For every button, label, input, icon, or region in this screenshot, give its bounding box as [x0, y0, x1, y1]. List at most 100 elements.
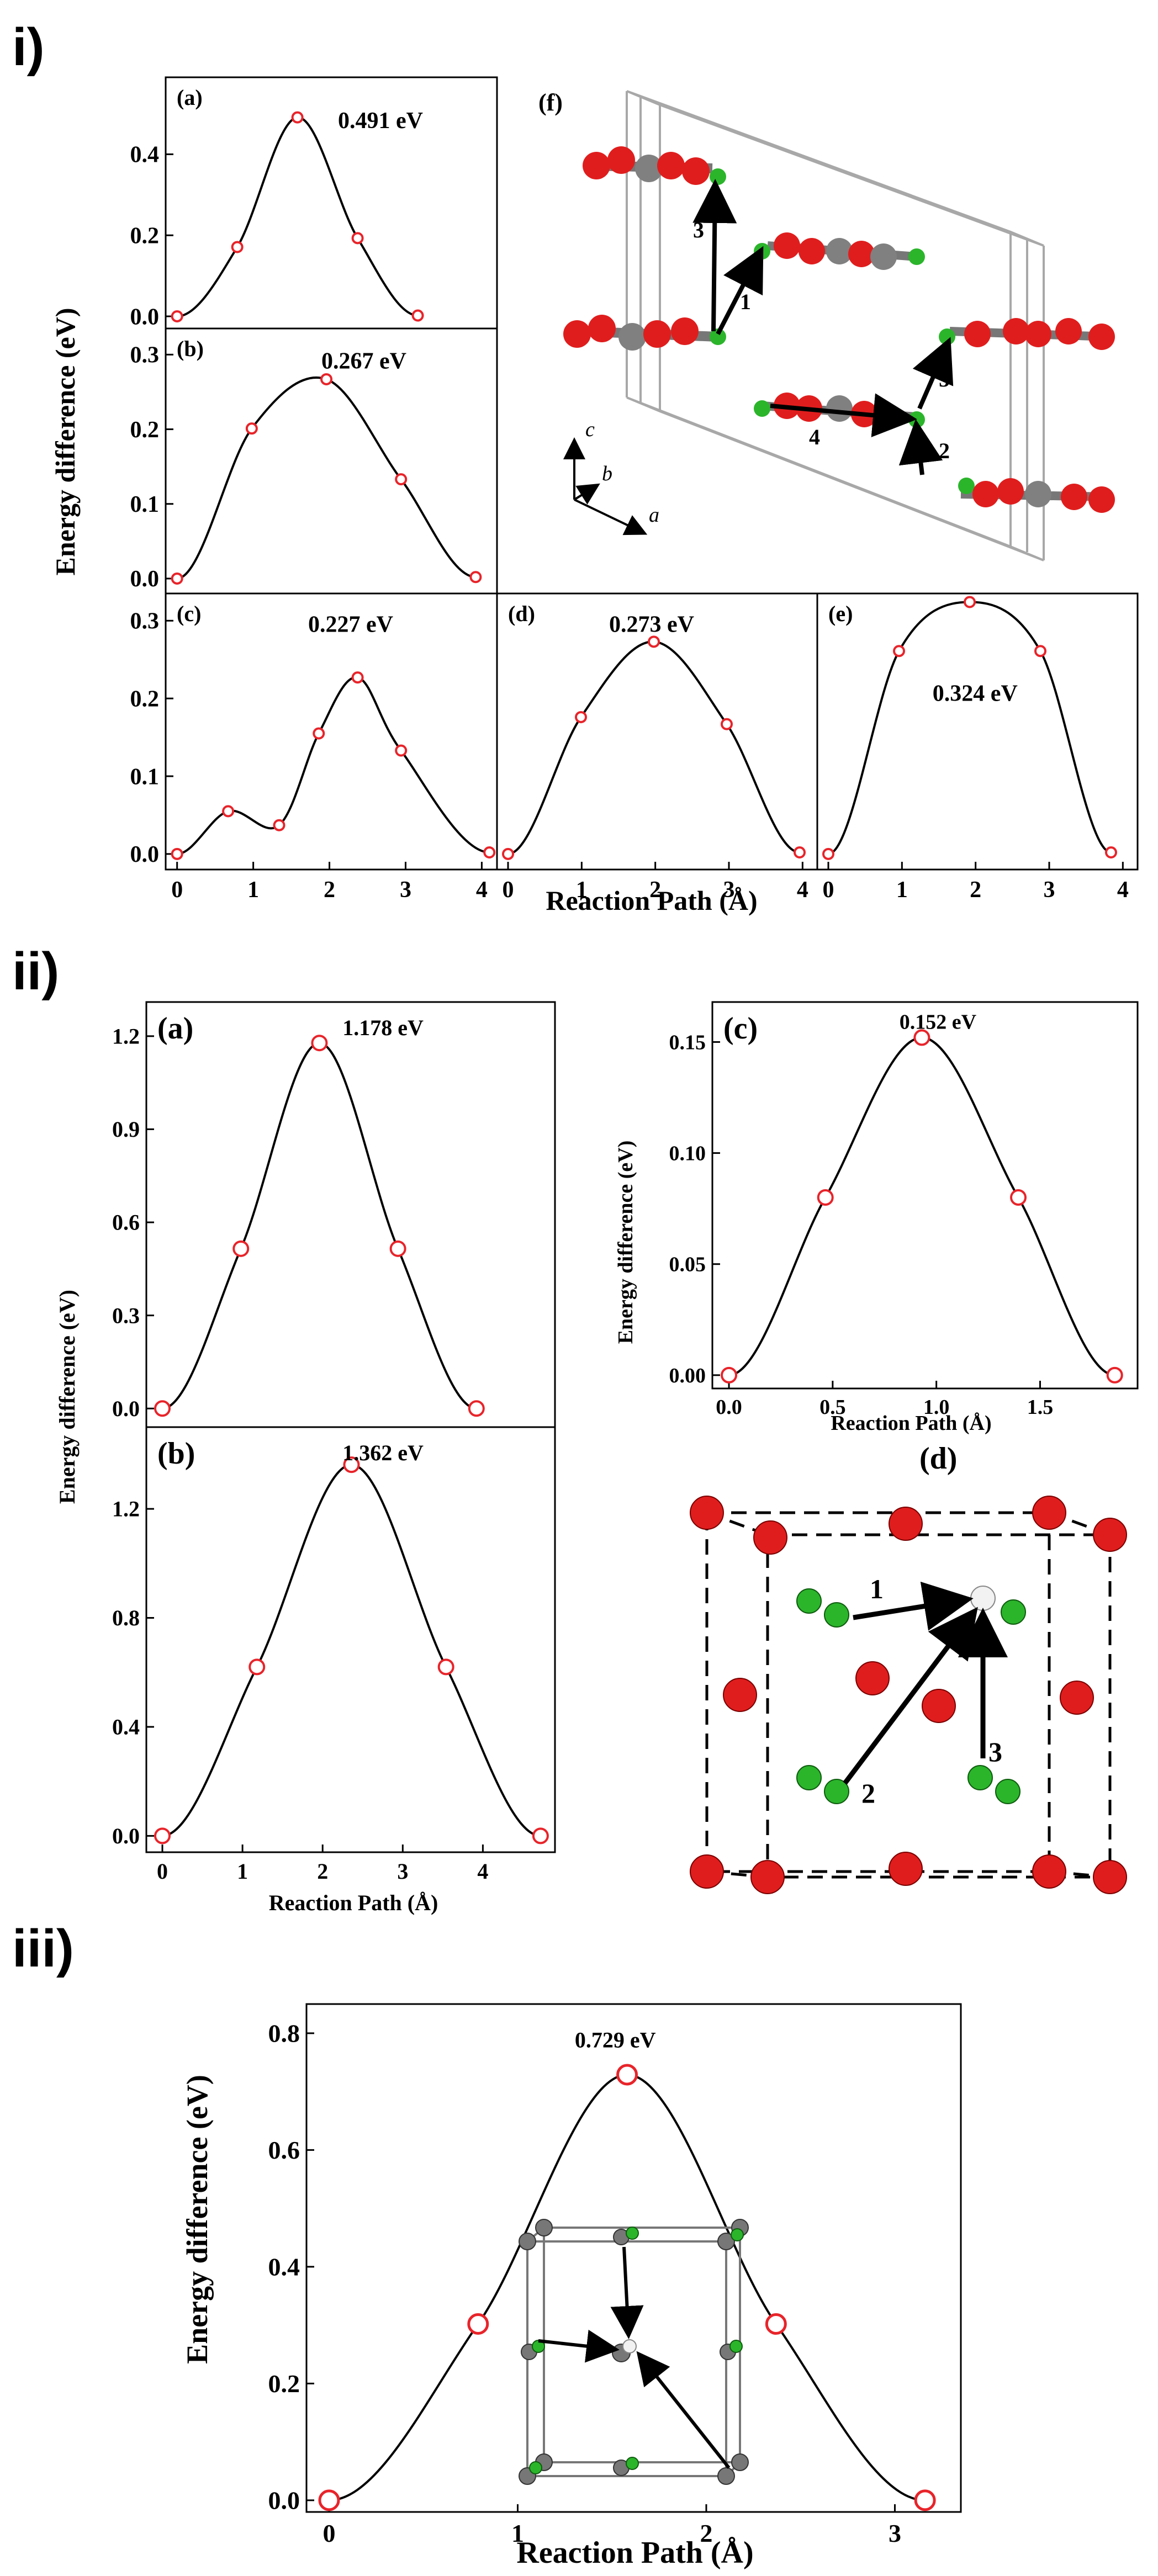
data-point — [469, 571, 482, 584]
oxygen-atom — [1032, 1854, 1066, 1889]
y-tick-label: 0.3 — [130, 343, 160, 368]
y-tick-label: 0.6 — [112, 1210, 140, 1235]
iii-ylabel: Energy difference (eV) — [181, 2075, 214, 2364]
data-point — [320, 373, 333, 385]
x-tick-label: 2 — [649, 877, 661, 903]
chlorine-atom — [908, 411, 925, 428]
structure-f: (f) — [538, 89, 1115, 561]
data-point — [171, 310, 183, 322]
path-label-3: 3 — [988, 1736, 1002, 1767]
x-tick-label: 0 — [503, 877, 514, 903]
chlorine-atom — [729, 2340, 743, 2353]
inset-chlorine-atoms — [529, 2227, 744, 2474]
chart-iii: 0.0 0.2 0.4 0.6 0.8 0 1 2 3 0.729 eV — [268, 2003, 962, 2547]
oxygen-atom — [1003, 318, 1029, 344]
oxygen-atom — [972, 481, 999, 507]
data-point — [232, 1240, 250, 1257]
x-tick-label: 1 — [237, 1859, 248, 1884]
metal-atom — [826, 395, 853, 422]
inset-arrows — [538, 2246, 731, 2469]
chlorine-atom — [939, 328, 955, 345]
data-point — [171, 847, 183, 860]
data-point — [575, 711, 587, 723]
vacancy-site — [970, 1586, 996, 1611]
i-xlabel: Reaction Path (Å) — [546, 885, 757, 916]
x-tick-label: 3 — [723, 877, 735, 903]
barrier-annotation: 0.227 eV — [308, 612, 393, 638]
y-tick-label: 0.05 — [669, 1253, 706, 1276]
data-point — [468, 1400, 485, 1417]
oxygen-atom — [997, 478, 1024, 505]
oxygen-atom — [1093, 1518, 1127, 1552]
axis-c-label: c — [585, 418, 595, 441]
oxygen-atom — [588, 315, 616, 342]
x-tick-label: 1 — [576, 877, 588, 903]
x-tick-label: 2 — [970, 877, 981, 903]
chlorine-atom — [710, 168, 726, 185]
oxygen-atom — [750, 1860, 785, 1894]
chlorine-atom — [908, 248, 925, 265]
plot-frame — [305, 2003, 962, 2513]
chlorine-atom — [796, 1765, 822, 1790]
path-label-1: 1 — [870, 1573, 884, 1604]
x-tick-label: 1.0 — [923, 1396, 950, 1419]
oxygen-atom — [690, 1854, 724, 1889]
x-tick-label: 0.0 — [716, 1396, 742, 1419]
data-point — [171, 572, 183, 585]
metal-atom — [1025, 481, 1051, 507]
oxygen-atom — [657, 152, 685, 179]
charts-layer: 0.0 0.2 0.4 (a) 0.491 eV 0.0 0.1 0.2 0.3 (b) 0.267… — [112, 76, 1139, 2547]
chart-i-a: 0.0 0.2 0.4 (a) 0.491 eV — [130, 76, 498, 330]
data-point — [389, 1240, 406, 1257]
energy-curve — [162, 1464, 541, 1837]
data-point — [794, 846, 806, 859]
metal-atom — [717, 2467, 735, 2485]
oxygen-atom — [1060, 1681, 1094, 1715]
x-tick-label: 1 — [511, 2519, 524, 2547]
energy-curve — [177, 116, 418, 317]
path-labels-d: 1 2 3 — [861, 1573, 1002, 1809]
oxygen-atom — [1088, 324, 1115, 350]
y-tick-label: 0.1 — [130, 764, 160, 789]
cell-dashed — [705, 1511, 1112, 1879]
data-point — [318, 2489, 340, 2511]
y-tick-label: 1.2 — [112, 1024, 140, 1048]
data-point — [154, 1827, 171, 1844]
y-tick-label: 0.0 — [130, 304, 160, 330]
oxygen-atom — [682, 157, 710, 185]
x-tick-label: 4 — [477, 1859, 488, 1884]
data-point — [1034, 645, 1046, 658]
path-label-2: 2 — [861, 1778, 875, 1809]
chlorine-atom — [824, 1602, 849, 1628]
chlorine-atoms-d — [796, 1588, 1026, 1804]
axis-b-label: b — [602, 462, 612, 485]
chlorine-atom — [824, 1779, 849, 1804]
data-point — [893, 645, 905, 658]
barrier-annotation: 1.362 eV — [342, 1440, 424, 1465]
data-point — [765, 2313, 787, 2335]
y-tick-label: 0.0 — [130, 566, 160, 592]
y-tick-label: 0.8 — [268, 2020, 300, 2048]
data-point — [721, 1366, 738, 1384]
y-tick-label: 0.15 — [669, 1031, 706, 1054]
oxygen-atom — [1088, 486, 1115, 513]
panel-label: (a) — [157, 1011, 193, 1046]
y-tick-label: 0.6 — [268, 2136, 300, 2164]
data-point — [467, 2313, 489, 2335]
chart-ii-b: 0.0 0.4 0.8 1.2 0 1 2 3 4 (b) 1.362 eV — [112, 1426, 556, 1884]
energy-curve — [507, 640, 800, 855]
metal-atom — [717, 2233, 735, 2250]
panel-label: (e) — [828, 601, 853, 626]
chlorine-atom — [958, 478, 975, 494]
oxygen-atom — [690, 1496, 724, 1530]
oxygen-atoms-d — [690, 1496, 1127, 1894]
y-tick-label: 0.0 — [112, 1396, 140, 1421]
metal-atom — [635, 155, 663, 182]
path-labels: 1 2 3 4 5 — [693, 218, 950, 463]
ii-ylabel: Energy difference (eV) — [55, 1290, 80, 1504]
oxygen-atom — [848, 241, 875, 267]
x-tick-label: 0 — [171, 877, 183, 903]
metal-atom — [618, 323, 646, 351]
y-tick-label: 0.4 — [268, 2253, 300, 2281]
